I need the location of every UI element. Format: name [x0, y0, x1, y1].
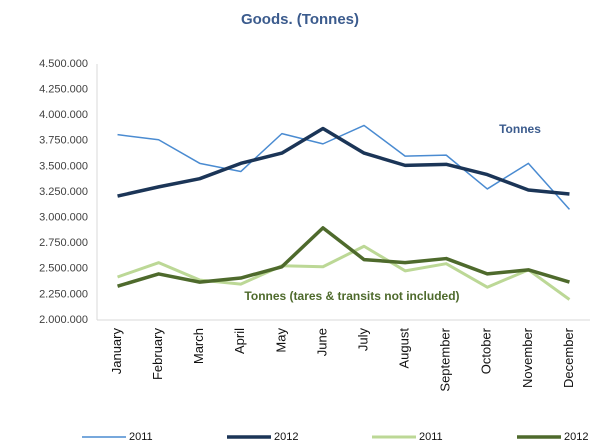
series-line [117, 124, 571, 210]
y-tick-label: 3.000.000 [39, 212, 88, 224]
y-tick-label: 4.000.000 [39, 109, 88, 121]
x-tick-label: August [397, 328, 412, 369]
x-tick-label: March [191, 328, 206, 364]
x-tick-label: April [232, 328, 247, 354]
x-tick-label: February [150, 328, 165, 381]
y-tick-label: 3.750.000 [39, 135, 88, 147]
y-tick-label: 4.500.000 [39, 58, 88, 70]
x-tick-label: July [355, 328, 370, 352]
legend-label: 2012 [274, 431, 298, 443]
y-tick-label: 2.000.000 [39, 314, 88, 326]
series-line [117, 244, 571, 301]
y-tick-label: 3.250.000 [39, 186, 88, 198]
x-tick-label: May [273, 328, 288, 353]
legend-label: 2012 [564, 431, 588, 443]
x-tick-label: January [109, 328, 124, 375]
x-tick-label: December [561, 327, 576, 388]
x-tick-label: June [314, 328, 329, 356]
series-line [117, 226, 570, 288]
y-tick-label: 2.500.000 [39, 263, 88, 275]
y-tick-label: 3.500.000 [39, 160, 88, 172]
y-tick-label: 2.750.000 [39, 237, 88, 249]
chart-title: Goods. (Tonnes) [241, 11, 359, 28]
y-tick-label: 4.250.000 [39, 84, 88, 96]
y-tick-label: 2.250.000 [39, 288, 88, 300]
x-tick-label: October [479, 327, 494, 374]
series-line [117, 126, 570, 198]
annotation: Tonnes (tares & transits not included) [244, 289, 459, 303]
x-tick-label: November [520, 327, 535, 388]
annotation: Tonnes [499, 122, 541, 136]
x-tick-label: September [438, 327, 453, 391]
legend-label: 2011 [129, 431, 153, 443]
legend-label: 2011 [419, 431, 443, 443]
